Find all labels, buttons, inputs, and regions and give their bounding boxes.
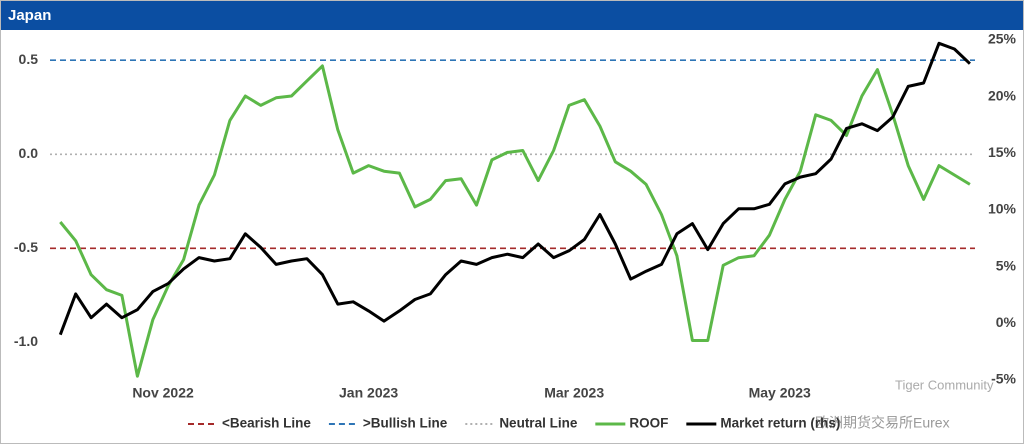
legend-label: <Bearish Line: [222, 416, 311, 431]
legend-label: Neutral Line: [499, 416, 578, 431]
legend-label: >Bullish Line: [363, 416, 448, 431]
series-line: [59, 64, 971, 378]
x-tick-label: Jan 2023: [339, 385, 398, 401]
y2-tick-label: 25%: [988, 31, 1017, 47]
y-tick-label: -1.0: [14, 333, 38, 349]
y2-tick-label: 10%: [988, 201, 1017, 217]
watermark: Tiger Community: [895, 377, 994, 392]
y2-tick-label: 0%: [996, 314, 1017, 330]
x-tick-label: Mar 2023: [544, 385, 604, 401]
x-tick-label: Nov 2022: [132, 385, 194, 401]
y2-tick-label: 15%: [988, 144, 1017, 160]
y2-tick-label: 5%: [996, 257, 1017, 273]
y-tick-label: 0.0: [19, 145, 39, 161]
header-bar: [1, 1, 1023, 30]
y2-tick-label: -5%: [991, 371, 1016, 387]
y-tick-label: 0.5: [19, 51, 39, 67]
x-tick-label: May 2023: [749, 385, 811, 401]
chart-title: Japan: [8, 7, 51, 24]
series-line: [58, 41, 971, 336]
y2-tick-label: 20%: [988, 87, 1017, 103]
legend-label: ROOF: [629, 416, 668, 431]
watermark: 欧洲期货交易所Eurex: [815, 415, 950, 431]
y-tick-label: -0.5: [14, 239, 38, 255]
legend-label: Market return (rhs): [720, 416, 840, 431]
